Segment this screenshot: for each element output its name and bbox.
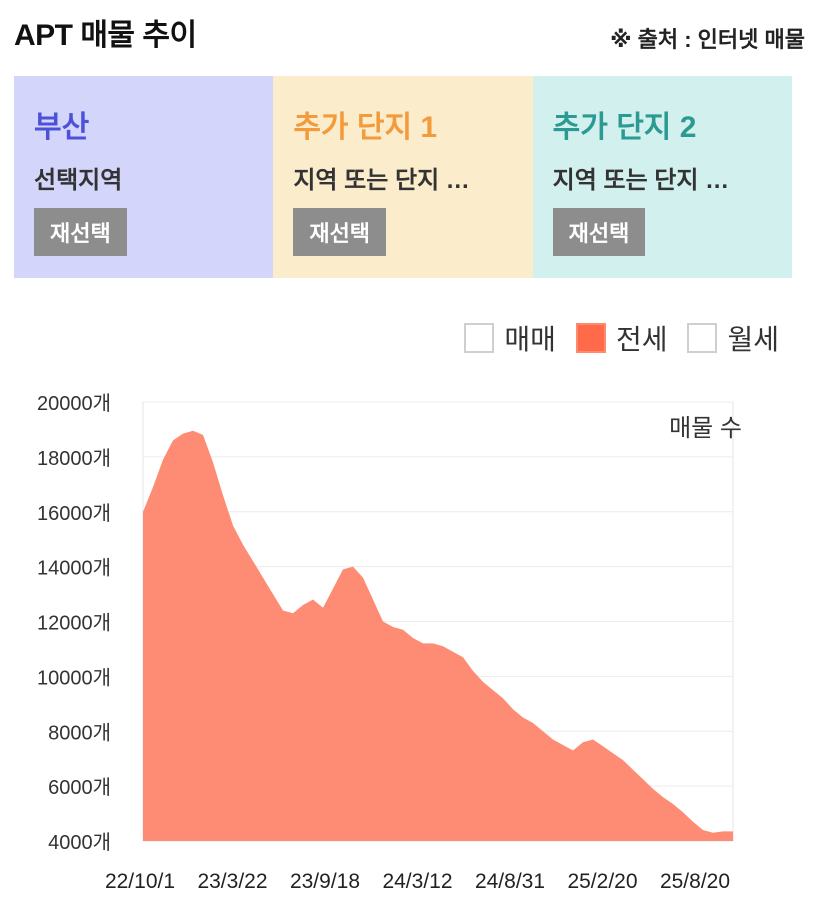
- y-tick-label: 14000개: [37, 557, 111, 580]
- legend-label-sale: 매매: [504, 324, 556, 355]
- x-tick-label: 25/8/20: [660, 870, 730, 893]
- legend-label-monthly: 월세: [727, 324, 779, 355]
- legend-item-jeonse[interactable]: 전세: [575, 318, 668, 358]
- panel-region-name: 부산: [34, 111, 90, 144]
- chart-legend: 매매 전세 월세: [444, 318, 779, 358]
- reselect-region-button[interactable]: 재선택: [34, 208, 127, 256]
- y-tick-label: 20000개: [37, 392, 111, 415]
- x-tick-label: 22/10/1: [105, 870, 175, 893]
- chart-annotation: 매물 수: [669, 415, 742, 442]
- y-tick-label: 18000개: [37, 447, 111, 470]
- y-tick-label: 16000개: [37, 502, 111, 525]
- x-tick-label: 24/3/12: [382, 870, 452, 893]
- panel-region: 부산 선택지역 재선택: [14, 76, 274, 278]
- page-title: APT 매물 추이: [14, 19, 197, 52]
- y-tick-label: 4000개: [48, 831, 111, 854]
- reselect-complex-2-button[interactable]: 재선택: [552, 208, 646, 256]
- listing-trend-chart: 4000개 6000개 8000개 10000개 12000개 14000개 16000개 1…: [37, 392, 742, 893]
- source-note: ※ 출처 : 인터넷 매물: [610, 27, 805, 52]
- comparison-panels: 부산 선택지역 재선택 추가 단지 1 지역 또는 단지 … 재선택 추가 단지…: [14, 76, 792, 278]
- legend-label-jeonse: 전세: [615, 324, 668, 355]
- legend-checkbox-jeonse[interactable]: [575, 323, 606, 353]
- panel-complex-1: 추가 단지 1 지역 또는 단지 … 재선택: [273, 76, 533, 278]
- x-tick-label: 25/2/20: [567, 870, 637, 893]
- panel-complex-2-name: 추가 단지 2: [552, 111, 697, 144]
- legend-item-monthly[interactable]: 월세: [687, 318, 779, 358]
- reselect-complex-1-button[interactable]: 재선택: [293, 208, 387, 256]
- x-tick-label: 23/3/22: [197, 870, 267, 893]
- y-tick-label: 6000개: [48, 776, 111, 799]
- panel-complex-1-sub: 지역 또는 단지 …: [293, 167, 470, 194]
- y-tick-label: 10000개: [37, 666, 111, 689]
- panel-complex-1-name: 추가 단지 1: [293, 111, 438, 144]
- y-tick-label: 8000개: [48, 721, 111, 744]
- panel-region-sub: 선택지역: [34, 167, 123, 194]
- legend-checkbox-monthly[interactable]: [687, 323, 718, 353]
- panel-complex-2-sub: 지역 또는 단지 …: [552, 167, 730, 194]
- x-tick-label: 24/8/31: [475, 870, 545, 893]
- series-area-jeonse: [143, 430, 733, 841]
- legend-item-sale[interactable]: 매매: [464, 318, 556, 358]
- legend-checkbox-sale[interactable]: [464, 323, 495, 353]
- x-tick-label: 23/9/18: [290, 870, 360, 893]
- panel-complex-2: 추가 단지 2 지역 또는 단지 … 재선택: [532, 76, 792, 278]
- y-tick-label: 12000개: [37, 612, 111, 635]
